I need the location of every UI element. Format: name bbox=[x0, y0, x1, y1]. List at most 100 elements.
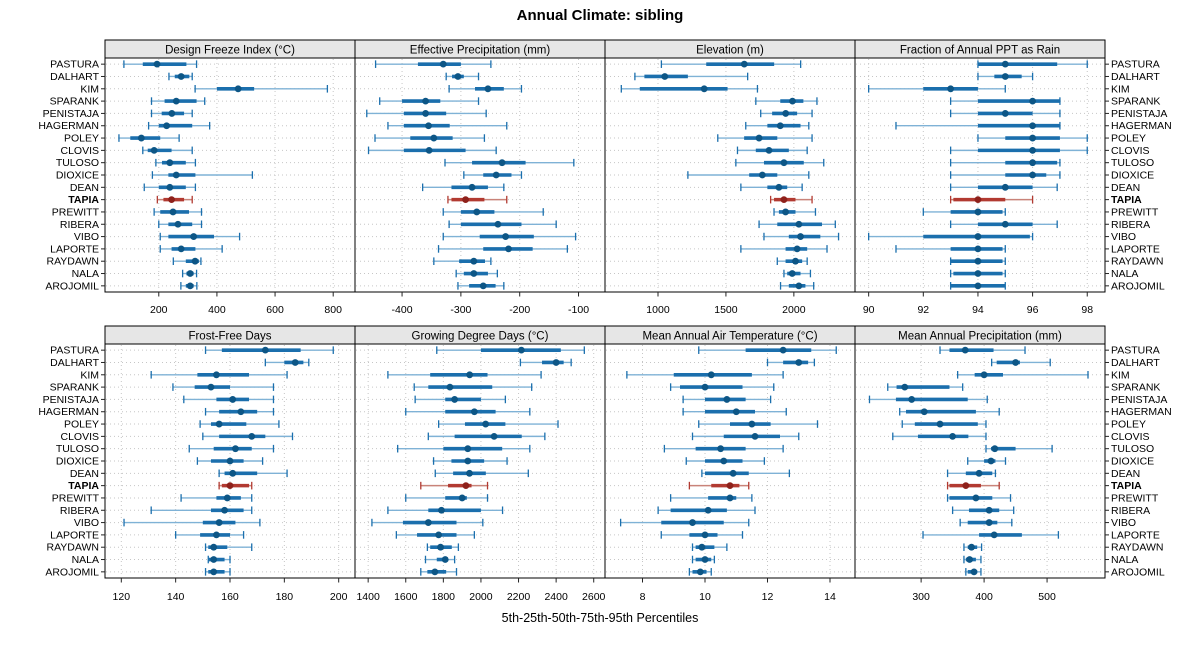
median-dot bbox=[755, 134, 763, 142]
station-label-left: DALHART bbox=[50, 71, 99, 83]
percentile-row-laporte bbox=[660, 531, 744, 539]
median-dot bbox=[974, 233, 982, 240]
percentile-row-nala bbox=[783, 269, 812, 278]
percentile-row-kim bbox=[448, 84, 523, 93]
percentile-row-nala bbox=[207, 555, 231, 564]
percentile-row-arojomil bbox=[204, 568, 231, 576]
percentile-row-vibo bbox=[123, 518, 261, 527]
median-dot bbox=[437, 543, 444, 551]
percentile-row-vibo bbox=[371, 518, 484, 527]
median-dot bbox=[782, 110, 790, 117]
percentile-row-ribera bbox=[448, 220, 557, 229]
percentile-row-dalhart bbox=[766, 358, 816, 367]
station-label-left: RIBERA bbox=[60, 219, 99, 231]
strip-title: Design Freeze Index (°C) bbox=[165, 45, 295, 57]
percentile-row-pastura bbox=[123, 60, 198, 68]
station-label-right: TAPIA bbox=[1111, 480, 1142, 492]
percentile-row-raydawn bbox=[426, 543, 460, 552]
percentile-row-clovis bbox=[736, 146, 808, 155]
percentile-row-vibo bbox=[763, 232, 840, 241]
median-dot bbox=[166, 159, 174, 167]
percentile-row-tuloso bbox=[397, 444, 531, 453]
station-label-left: PASTURA bbox=[50, 345, 99, 357]
median-dot bbox=[226, 482, 234, 490]
median-dot bbox=[505, 245, 512, 253]
median-dot bbox=[177, 73, 185, 80]
percentile-row-nala bbox=[424, 555, 456, 564]
percentile-row-tapia bbox=[218, 481, 253, 490]
station-label-right: CLOVIS bbox=[1111, 145, 1150, 157]
station-label-right: PASTURA bbox=[1111, 59, 1160, 71]
axis-tick-label: 400 bbox=[975, 591, 993, 603]
percentile-row-prewitt bbox=[773, 208, 817, 216]
median-dot bbox=[229, 469, 237, 477]
percentile-row-dean bbox=[949, 183, 1058, 192]
percentile-row-nala bbox=[691, 555, 716, 564]
median-dot bbox=[468, 183, 476, 191]
percentile-row-kim bbox=[387, 370, 542, 379]
median-dot bbox=[425, 146, 433, 154]
median-dot bbox=[190, 233, 198, 240]
median-dot bbox=[454, 73, 462, 80]
percentile-row-ribera bbox=[158, 220, 203, 229]
percentile-row-tuloso bbox=[155, 158, 197, 167]
percentile-row-dalhart bbox=[634, 72, 749, 81]
station-label-left: POLEY bbox=[64, 133, 99, 145]
percentile-row-arojomil bbox=[949, 282, 1006, 290]
median-dot bbox=[430, 134, 438, 142]
percentile-row-clovis bbox=[949, 146, 1088, 155]
percentile-row-laporte bbox=[159, 245, 223, 253]
median-dot bbox=[720, 457, 728, 465]
percentile-row-raydawn bbox=[172, 257, 202, 266]
station-label-right: HAGERMAN bbox=[1111, 120, 1172, 132]
percentile-row-hagerman bbox=[387, 121, 508, 130]
percentile-row-pastura bbox=[436, 346, 585, 354]
percentile-row-tuloso bbox=[735, 158, 825, 167]
median-dot bbox=[961, 346, 969, 354]
percentile-row-arojomil bbox=[965, 568, 982, 576]
median-dot bbox=[726, 482, 734, 490]
median-dot bbox=[726, 494, 734, 502]
median-dot bbox=[210, 543, 218, 551]
axis-tick-label: -100 bbox=[568, 304, 589, 316]
median-dot bbox=[464, 457, 472, 465]
median-dot bbox=[438, 506, 445, 514]
station-label-right: VIBO bbox=[1111, 517, 1136, 529]
percentile-row-raydawn bbox=[691, 543, 728, 552]
percentile-row-prewitt bbox=[405, 494, 489, 502]
median-dot bbox=[1029, 97, 1036, 105]
median-dot bbox=[168, 196, 175, 204]
median-dot bbox=[470, 257, 478, 265]
station-label-left: PENISTAJA bbox=[43, 108, 99, 120]
axis-tick-label: 300 bbox=[912, 591, 930, 603]
panel-design-freeze-index-c: Design Freeze Index (°C) 200 400 600 800 bbox=[101, 39, 356, 316]
strip-title: Mean Annual Air Temperature (°C) bbox=[642, 331, 817, 343]
median-dot bbox=[168, 110, 176, 117]
median-dot bbox=[1029, 146, 1036, 154]
percentile-row-arojomil bbox=[420, 568, 458, 576]
station-label-left: DEAN bbox=[70, 182, 99, 194]
median-dot bbox=[462, 482, 470, 490]
axis-tick-label: 600 bbox=[266, 304, 284, 316]
median-dot bbox=[492, 171, 500, 179]
station-label-right: TULOSO bbox=[1111, 157, 1154, 169]
median-dot bbox=[758, 171, 766, 179]
axis-tick-label: 400 bbox=[208, 304, 226, 316]
median-dot bbox=[792, 257, 799, 265]
percentile-row-clovis bbox=[892, 432, 987, 441]
percentile-row-hagerman bbox=[204, 407, 275, 416]
median-dot bbox=[729, 469, 737, 477]
median-dot bbox=[502, 233, 509, 240]
station-label-right: POLEY bbox=[1111, 133, 1146, 145]
median-dot bbox=[466, 469, 473, 477]
percentile-row-laporte bbox=[175, 531, 245, 539]
station-label-left: DEAN bbox=[70, 468, 99, 480]
percentile-row-ribera bbox=[150, 506, 253, 515]
station-label-right: PENISTAJA bbox=[1111, 108, 1167, 120]
percentile-row-poley bbox=[717, 134, 813, 142]
axis-tick-label: 1800 bbox=[432, 591, 456, 603]
percentile-row-nala bbox=[963, 555, 982, 564]
percentile-row-ribera bbox=[387, 506, 504, 515]
median-dot bbox=[484, 85, 492, 93]
